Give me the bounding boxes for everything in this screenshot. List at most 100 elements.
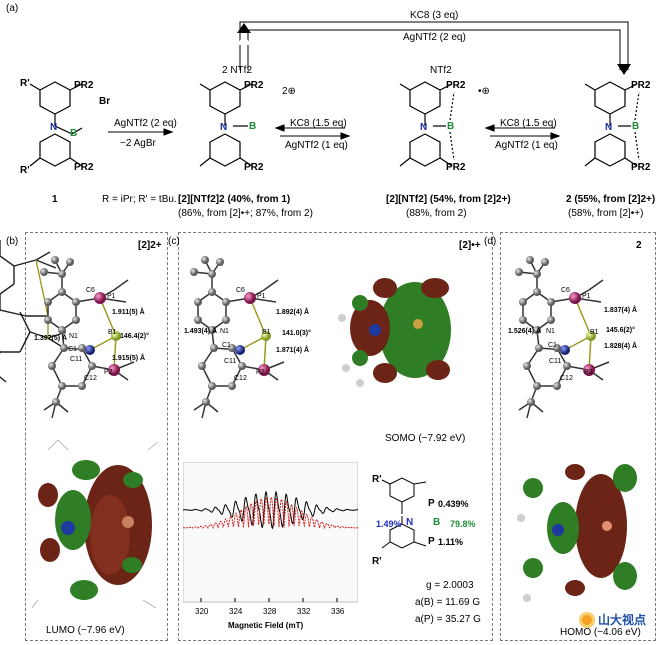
panel-b bbox=[25, 232, 168, 641]
structure-1 bbox=[29, 81, 83, 167]
panel-d-atom-c12: C12 bbox=[560, 375, 573, 382]
radical-counterion: NTf2 bbox=[430, 65, 452, 76]
epr-tick-328: 328 bbox=[263, 607, 277, 616]
compound-1-number: 1 bbox=[52, 194, 58, 205]
structure-2-dication bbox=[199, 81, 253, 167]
dication-pr2-bottom: PR2 bbox=[244, 162, 264, 173]
dication-charge: 2⊕ bbox=[282, 86, 296, 97]
dication-label: [2][NTf2]2 (40%, from 1) bbox=[178, 194, 291, 205]
panel-b-atom-c11: C11 bbox=[70, 356, 83, 363]
panel-c-atom-c6: C6 bbox=[236, 287, 245, 294]
panel-d-label: (d) bbox=[484, 236, 497, 247]
panel-c-bond-nb: 1.493(4) Å bbox=[184, 328, 218, 335]
structure-2-neutral bbox=[584, 81, 640, 167]
panel-c-label: (c) bbox=[168, 236, 180, 247]
panel-c-orbital-label: SOMO (−7.92 eV) bbox=[385, 433, 466, 444]
panel-d-orbital-label: HOMO (−4.06 eV) bbox=[560, 627, 641, 638]
epr-xlabel: Magnetic Field (mT) bbox=[228, 621, 304, 630]
c1-rprime-bottom: R' bbox=[20, 165, 30, 176]
panel-c bbox=[178, 232, 493, 641]
panel-d-title: 2 bbox=[636, 240, 642, 251]
epr-aP-value: a(P) = 35.27 G bbox=[415, 614, 481, 625]
neutral-label: 2 (55%, from [2]2+) bbox=[566, 194, 656, 205]
spin-density-structure bbox=[381, 477, 427, 549]
top-return-arrow bbox=[237, 21, 631, 75]
radical-pr2-bottom: PR2 bbox=[446, 162, 466, 173]
dication-counterion: 2 NTf2 bbox=[222, 65, 253, 76]
c1-n-atom: N bbox=[50, 122, 58, 133]
panel-c-somo-orbital bbox=[338, 278, 451, 387]
neutral-b-atom: B bbox=[632, 121, 640, 132]
spin-p1-value: 0.439% bbox=[438, 499, 469, 509]
panel-c-atom-p2: P2 bbox=[256, 369, 265, 376]
panel-d-atom-p2: P2 bbox=[584, 369, 593, 376]
radical-charge: •⊕ bbox=[478, 86, 490, 97]
neutral-pr2-bottom: PR2 bbox=[631, 162, 651, 173]
watermark-text: 山大视点 bbox=[598, 613, 647, 627]
reaction-arrows bbox=[108, 124, 561, 140]
epr-aB-value: a(B) = 11.69 G bbox=[415, 597, 481, 608]
epr-tick-324: 324 bbox=[229, 607, 243, 616]
spin-p2-value: 1.11% bbox=[438, 537, 464, 547]
step1-reagent: AgNTf2 (2 eq) bbox=[114, 118, 177, 129]
dication-pr2-top: PR2 bbox=[244, 80, 264, 91]
panel-c-bond-bp2: 1.871(4) Å bbox=[276, 347, 310, 354]
crystal-structure-template bbox=[0, 240, 67, 383]
panel-b-molecule bbox=[40, 256, 135, 419]
panel-d-homo-orbital bbox=[517, 464, 637, 602]
spin-rprime-top: R' bbox=[372, 474, 382, 485]
top-arrow-reagent-2: AgNTf2 (2 eq) bbox=[403, 32, 466, 43]
panel-b-label: (b) bbox=[6, 236, 19, 247]
spin-p2: P bbox=[428, 536, 435, 547]
panel-b-atom-b1: B1 bbox=[108, 329, 117, 336]
panel-d-molecule bbox=[515, 256, 610, 419]
panel-d-atom-c6: C6 bbox=[561, 287, 570, 294]
scheme-structures bbox=[29, 81, 640, 167]
panel-b-atom-c1: C1 bbox=[68, 346, 77, 353]
step3-forward: KC8 (1.5 eq) bbox=[500, 118, 557, 129]
panel-b-atom-p1: P1 bbox=[107, 293, 116, 300]
neutral-pr2-top: PR2 bbox=[631, 80, 651, 91]
panel-c-atom-c12: C12 bbox=[234, 375, 247, 382]
panel-c-atom-c11: C11 bbox=[224, 358, 237, 365]
epr-tick-320: 320 bbox=[195, 607, 209, 616]
panel-b-atom-n1: N1 bbox=[69, 333, 78, 340]
c1-b-atom: B bbox=[70, 128, 78, 139]
spin-p1: P bbox=[428, 498, 435, 509]
c1-pr2-bottom: PR2 bbox=[74, 162, 94, 173]
panel-d-angle: 145.6(2)° bbox=[606, 327, 635, 334]
radical-b-atom: B bbox=[447, 121, 455, 132]
panel-a-label: (a) bbox=[6, 3, 19, 14]
spin-n-atom: N bbox=[406, 517, 414, 528]
radical-yield: (88%, from 2) bbox=[406, 208, 467, 219]
panel-d-atom-n1: N1 bbox=[546, 328, 555, 335]
c1-br-anion: Br bbox=[99, 96, 111, 107]
neutral-yield: (58%, from [2]•+) bbox=[568, 208, 644, 219]
epr-g-value: g = 2.0003 bbox=[426, 580, 474, 591]
epr-tick-336: 336 bbox=[331, 607, 345, 616]
panel-b-lumo-orbital bbox=[31, 440, 159, 609]
crystal-structures bbox=[0, 240, 67, 383]
step2-forward: KC8 (1.5 eq) bbox=[290, 118, 347, 129]
dication-n-atom: N bbox=[220, 122, 228, 133]
spin-b-atom: B bbox=[433, 517, 441, 528]
panel-b-bond-bp1: 1.911(5) Å bbox=[112, 309, 145, 316]
panel-c-atom-n1: N1 bbox=[220, 328, 229, 335]
spin-n-value: 1.49% bbox=[376, 519, 402, 529]
panel-d bbox=[500, 232, 656, 641]
panel-c-bond-bp1: 1.892(4) Å bbox=[276, 309, 310, 316]
step1-byproduct: −2 AgBr bbox=[120, 138, 156, 149]
panel-d-atom-c11: C11 bbox=[549, 358, 562, 365]
top-arrow-reagent-1: KC8 (3 eq) bbox=[410, 10, 459, 21]
panel-d-bond-nb: 1.526(4) Å bbox=[508, 328, 542, 335]
dication-b-atom: B bbox=[249, 121, 257, 132]
panel-c-molecule bbox=[190, 256, 285, 419]
epr-spectrum-chart bbox=[183, 462, 358, 603]
step3-reverse: AgNTf2 (1 eq) bbox=[495, 140, 558, 151]
radical-label: [2][NTf2] (54%, from [2]2+) bbox=[386, 194, 511, 205]
c1-pr2-top: PR2 bbox=[74, 80, 94, 91]
panel-c-angle: 141.0(3)° bbox=[282, 330, 311, 337]
epr-tick-332: 332 bbox=[297, 607, 311, 616]
panel-c-atom-b1: B1 bbox=[262, 329, 271, 336]
spin-b-value: 79.8% bbox=[450, 519, 476, 529]
